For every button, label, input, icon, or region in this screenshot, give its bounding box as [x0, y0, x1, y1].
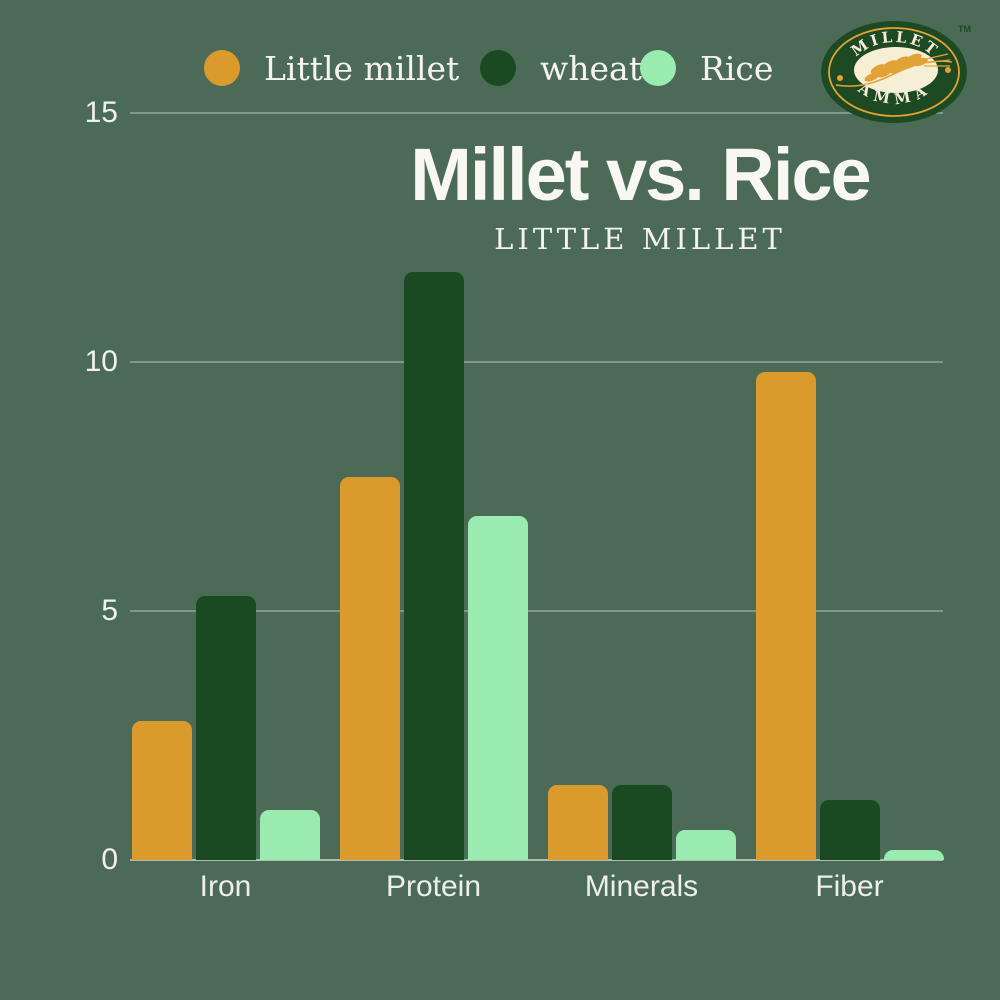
- legend-item-wheat: wheat: [480, 48, 642, 88]
- bar-wheat-iron: [195, 596, 256, 860]
- bar-wheat-protein: [403, 272, 464, 860]
- x-axis-label-protein: Protein: [385, 870, 482, 903]
- bar-little-millet-protein: [339, 477, 400, 860]
- y-tick-label-10: 10: [84, 345, 118, 378]
- gridline-y-15: [130, 112, 943, 114]
- legend-label-wheat: wheat: [540, 48, 642, 88]
- x-axis-label-iron: Iron: [199, 870, 252, 903]
- y-tick-label-0: 0: [101, 843, 118, 876]
- trademark-symbol: TM: [958, 24, 971, 34]
- legend-dot-wheat: [480, 50, 516, 86]
- title-block: Millet vs. Rice LITTLE MILLET: [280, 133, 1000, 257]
- legend-dot-little-millet: [204, 50, 240, 86]
- bar-rice-minerals: [675, 830, 736, 860]
- x-axis-label-fiber: Fiber: [815, 870, 884, 903]
- bar-little-millet-iron: [131, 721, 192, 860]
- bar-wheat-fiber: [819, 800, 880, 860]
- legend-item-little-millet: Little millet: [204, 48, 459, 88]
- page-subtitle: LITTLE MILLET: [494, 222, 786, 256]
- legend-item-rice: Rice: [640, 48, 773, 88]
- bar-rice-fiber: [883, 850, 944, 860]
- gridline-y-0: [130, 859, 943, 861]
- wheat-icon: [835, 53, 953, 87]
- millet-amma-logo: MILLET AMMA TM: [821, 21, 971, 123]
- bar-little-millet-minerals: [547, 785, 608, 860]
- legend-label-rice: Rice: [700, 48, 774, 88]
- legend-label-little-millet: Little millet: [264, 48, 460, 88]
- gridline-y-10: [130, 361, 943, 363]
- bar-little-millet-fiber: [755, 372, 816, 860]
- x-axis-label-minerals: Minerals: [584, 870, 699, 903]
- gridline-y-5: [130, 610, 943, 612]
- legend-dot-rice: [640, 50, 676, 86]
- logo-ring: [828, 27, 960, 117]
- bar-rice-protein: [467, 516, 528, 860]
- bar-wheat-minerals: [611, 785, 672, 860]
- bar-rice-iron: [259, 810, 320, 860]
- y-tick-label-5: 5: [101, 594, 118, 627]
- y-tick-label-15: 15: [84, 96, 118, 129]
- page-title: Millet vs. Rice: [410, 133, 871, 216]
